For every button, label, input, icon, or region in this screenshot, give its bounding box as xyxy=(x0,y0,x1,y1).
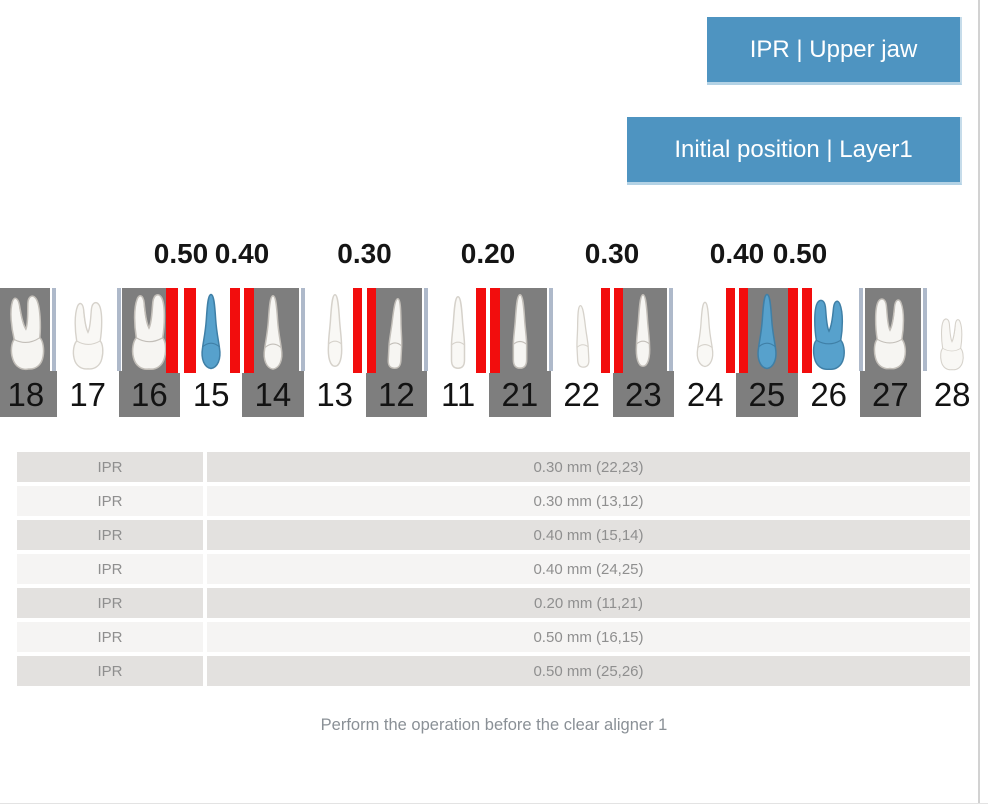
contact-divider xyxy=(421,288,436,371)
incisor-icon xyxy=(443,293,473,371)
row-label: IPR xyxy=(17,520,203,550)
row-value: 0.50 mm (16,15) xyxy=(207,622,970,652)
tooth-number: 18 xyxy=(7,376,45,413)
premolar-icon xyxy=(256,293,290,371)
table-row[interactable]: IPR 0.30 mm (22,23) xyxy=(17,452,970,482)
canine-icon xyxy=(630,291,656,371)
ipr-value-label: 0.50 xyxy=(153,238,209,269)
tooth-number: 14 xyxy=(254,376,292,413)
incisor-icon xyxy=(380,294,412,371)
tooth-shape-area xyxy=(0,288,57,373)
row-value: 0.30 mm (22,23) xyxy=(207,452,970,482)
molar-icon xyxy=(869,293,911,371)
contact-divider xyxy=(298,288,313,371)
ipr-value-label: 0.20 xyxy=(460,238,516,269)
tooth-strip: 18 17 16 15 14 xyxy=(0,288,988,417)
ipr-value-label: 0.30 xyxy=(337,238,392,269)
row-label: IPR xyxy=(17,588,203,618)
tooth-number: 28 xyxy=(933,376,971,413)
molar-icon xyxy=(807,295,851,371)
contact-divider xyxy=(546,288,561,371)
initial-position-layer-button-label: Initial position | Layer1 xyxy=(674,135,913,163)
table-row[interactable]: IPR 0.50 mm (25,26) xyxy=(17,656,970,686)
row-label: IPR xyxy=(17,486,203,516)
premolar-icon xyxy=(752,291,782,371)
tooth-18[interactable]: 18 xyxy=(0,288,57,417)
ipr-mark-24-25[interactable] xyxy=(726,288,748,373)
ipr-mark-16-15[interactable] xyxy=(166,288,196,373)
ipr-value-label: 0.40 xyxy=(214,238,270,269)
molar-icon xyxy=(935,315,969,371)
canine-icon xyxy=(322,291,348,371)
ipr-mark-22-23[interactable] xyxy=(601,288,623,373)
contact-divider xyxy=(850,288,865,371)
table-row[interactable]: IPR 0.50 mm (16,15) xyxy=(17,622,970,652)
tooth-number: 11 xyxy=(441,376,476,413)
contact-divider xyxy=(920,288,935,371)
contact-divider xyxy=(108,288,122,371)
row-value: 0.20 mm (11,21) xyxy=(207,588,970,618)
tooth-number: 16 xyxy=(131,376,168,413)
ipr-upper-jaw-button-label: IPR | Upper jaw xyxy=(749,35,918,63)
tooth-24[interactable]: 24 xyxy=(674,288,737,417)
row-value: 0.40 mm (24,25) xyxy=(207,554,970,584)
initial-position-layer-button[interactable]: Initial position | Layer1 xyxy=(627,117,962,185)
ipr-table: IPR 0.30 mm (22,23) IPR 0.30 mm (13,12) … xyxy=(17,452,970,690)
ipr-mark-15-14[interactable] xyxy=(230,288,254,373)
tooth-number: 17 xyxy=(69,376,107,413)
tooth-number: 25 xyxy=(748,376,786,413)
table-row[interactable]: IPR 0.20 mm (11,21) xyxy=(17,588,970,618)
row-label: IPR xyxy=(17,554,203,584)
tooth-27[interactable]: 27 xyxy=(859,288,922,417)
tooth-number: 22 xyxy=(563,376,601,413)
tooth-number: 24 xyxy=(686,376,724,413)
tooth-number: 21 xyxy=(501,376,539,413)
contact-divider xyxy=(50,288,64,371)
table-row[interactable]: IPR 0.40 mm (24,25) xyxy=(17,554,970,584)
tooth-number: 12 xyxy=(378,376,415,413)
premolar-icon xyxy=(196,291,226,371)
tooth-number: 23 xyxy=(625,376,662,413)
row-value: 0.50 mm (25,26) xyxy=(207,656,970,686)
molar-icon xyxy=(68,297,108,371)
row-label: IPR xyxy=(17,622,203,652)
ipr-upper-jaw-button[interactable]: IPR | Upper jaw xyxy=(707,17,962,85)
footer-note: Perform the operation before the clear a… xyxy=(320,716,668,734)
molar-icon xyxy=(0,289,51,372)
row-value: 0.30 mm (13,12) xyxy=(207,486,970,516)
ipr-mark-13-12[interactable] xyxy=(353,288,376,373)
ipr-mark-11-21[interactable] xyxy=(476,288,500,373)
premolar-icon xyxy=(692,297,718,371)
table-row[interactable]: IPR 0.30 mm (13,12) xyxy=(17,486,970,516)
tooth-number: 13 xyxy=(316,376,354,413)
row-label: IPR xyxy=(17,452,203,482)
incisor-icon xyxy=(568,300,596,371)
ipr-mark-25-26[interactable] xyxy=(788,288,812,373)
tooth-number: 27 xyxy=(872,376,909,413)
ipr-value-label: 0.30 xyxy=(584,238,640,269)
ipr-value-label: 0.40 xyxy=(709,238,765,269)
incisor-icon xyxy=(505,291,535,371)
table-row[interactable]: IPR 0.40 mm (15,14) xyxy=(17,520,970,550)
contact-divider xyxy=(667,288,681,371)
tooth-shape-area xyxy=(860,288,922,373)
ipr-value-label: 0.50 xyxy=(772,238,828,269)
row-label: IPR xyxy=(17,656,203,686)
tooth-number: 15 xyxy=(192,376,230,413)
tooth-number: 26 xyxy=(810,376,848,413)
right-border-line xyxy=(978,0,980,803)
row-value: 0.40 mm (15,14) xyxy=(207,520,970,550)
